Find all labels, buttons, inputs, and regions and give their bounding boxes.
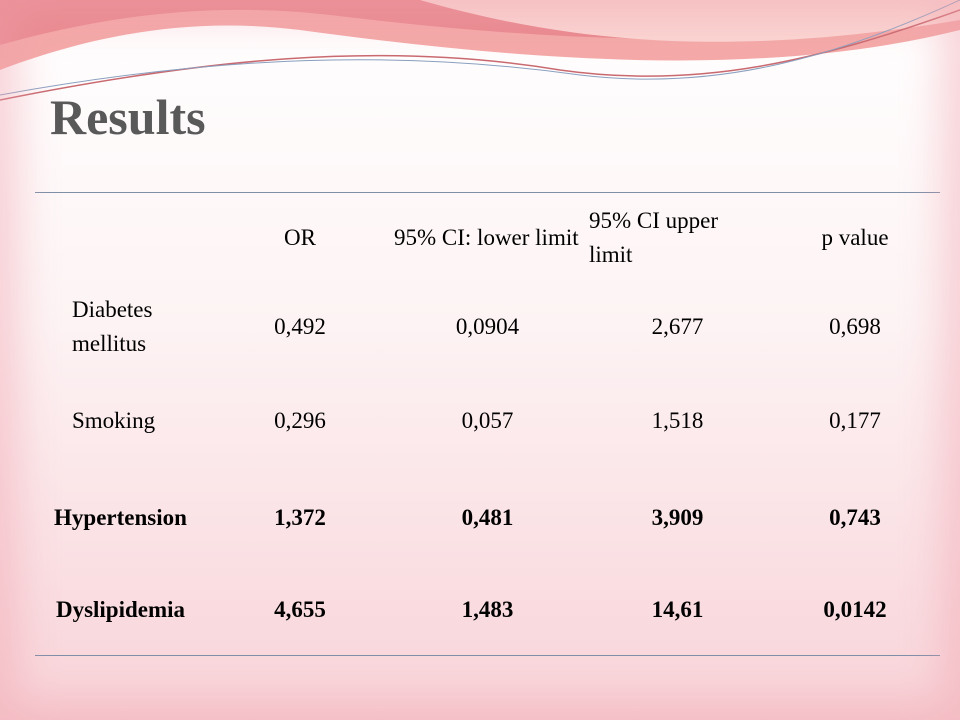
cell: 3,909 <box>651 505 704 530</box>
header-row: OR 95% CI: lower limit 95% CI upper limit p… <box>35 193 940 283</box>
column-header: p value <box>821 224 889 250</box>
cell: 0,296 <box>274 407 326 433</box>
cell: 0,177 <box>829 407 881 433</box>
cell: 2,677 <box>651 313 704 339</box>
table-row: Diabetes mellitus 0,492 0,0904 2,677 0,698 <box>35 283 940 371</box>
decoration <box>0 0 960 101</box>
cell: 4,655 <box>274 597 326 623</box>
cell: 0,492 <box>274 313 326 339</box>
row-label: Hypertension <box>54 505 187 530</box>
cell: 0,0142 <box>823 597 887 623</box>
table-row: Hypertension 1,372 0,481 3,909 0,743 <box>35 471 940 566</box>
column-header: 95% CI: lower limit <box>394 224 579 250</box>
cell: 1,372 <box>274 505 326 530</box>
wave <box>420 0 960 42</box>
column-header: OR <box>284 224 316 250</box>
wave-line <box>0 0 960 96</box>
table-row: Dyslipidemia 4,655 1,483 14,61 0,0142 <box>35 566 940 656</box>
cell: 0,698 <box>829 313 881 339</box>
row-label: Diabetes mellitus <box>72 296 153 356</box>
row-label: Smoking <box>72 407 156 433</box>
cell: 1,518 <box>651 407 704 433</box>
cell: 1,483 <box>461 597 514 623</box>
cell: 0,743 <box>829 505 881 530</box>
corner-cell <box>35 193 210 283</box>
cell: 0,057 <box>461 407 514 433</box>
table-row: Smoking 0,296 0,057 1,518 0,177 <box>35 371 940 471</box>
column-header: 95% CI upper limit <box>589 207 719 267</box>
cell: 0,481 <box>461 505 514 530</box>
cell: 0,0904 <box>455 313 520 339</box>
title: Results <box>50 89 206 145</box>
row-label: Dyslipidemia <box>55 597 186 623</box>
cell: 14,61 <box>651 597 704 623</box>
results-table: OR 95% CI: lower limit 95% CI upper limit p… <box>35 192 940 656</box>
